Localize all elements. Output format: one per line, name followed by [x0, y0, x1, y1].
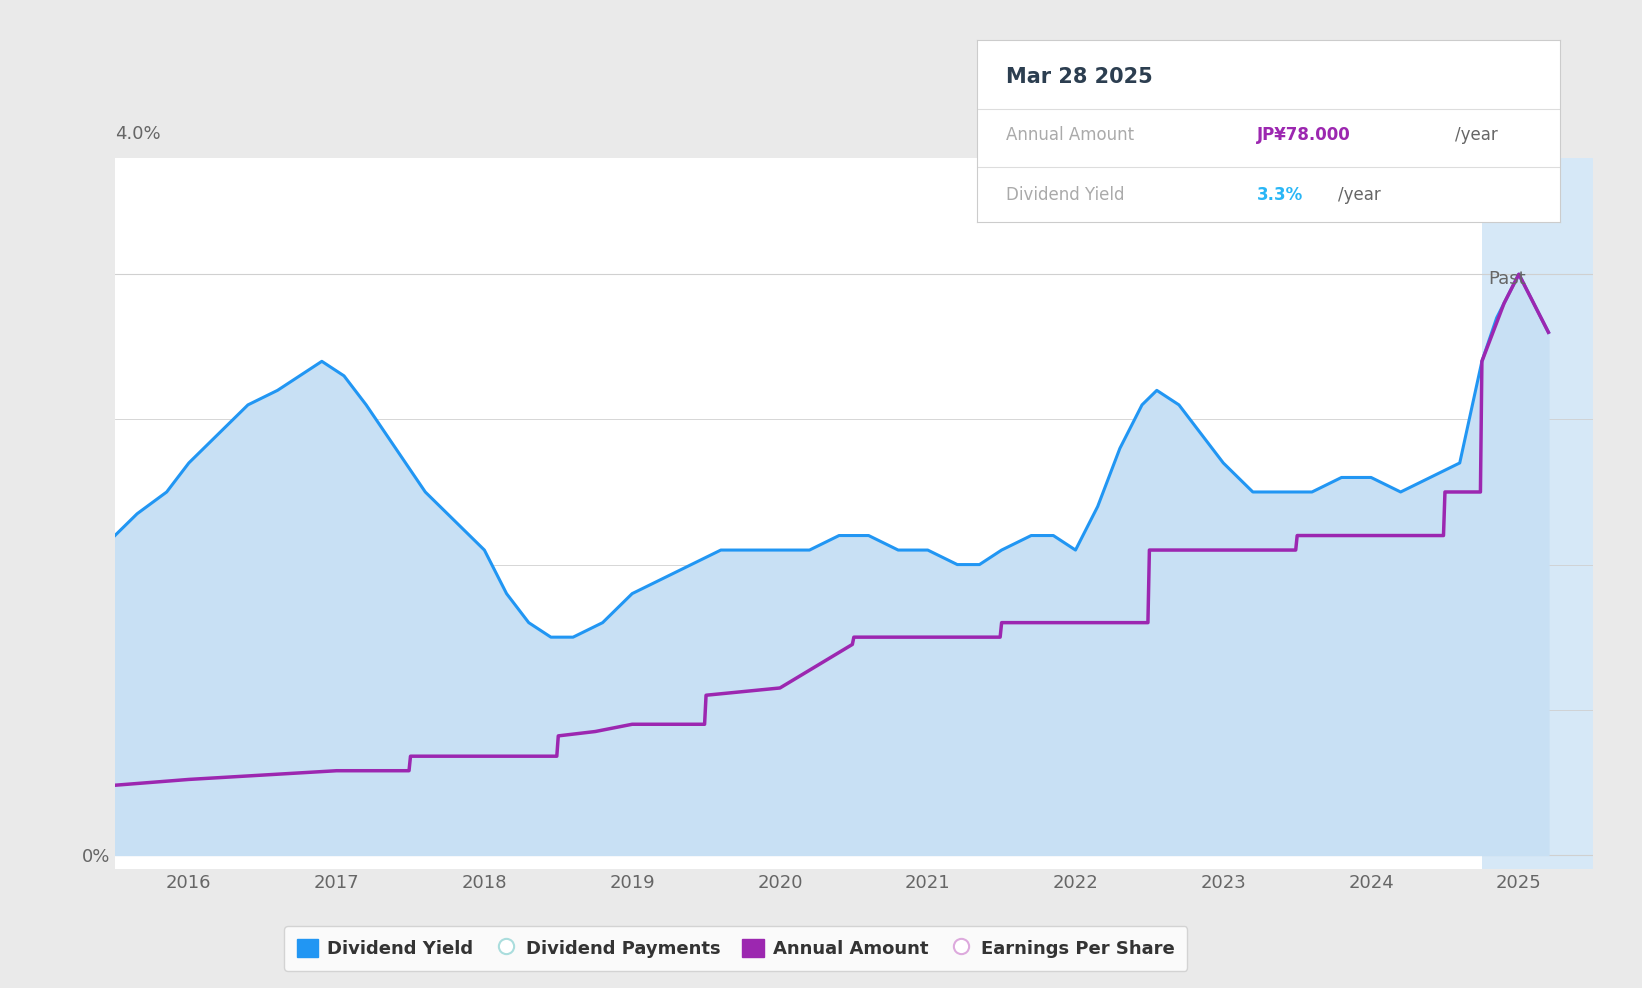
Text: Mar 28 2025: Mar 28 2025 — [1007, 67, 1153, 87]
Text: Annual Amount: Annual Amount — [1007, 125, 1135, 143]
Text: /year: /year — [1455, 125, 1498, 143]
Text: Dividend Yield: Dividend Yield — [1007, 186, 1125, 204]
Text: 3.3%: 3.3% — [1256, 186, 1304, 204]
Legend: Dividend Yield, Dividend Payments, Annual Amount, Earnings Per Share: Dividend Yield, Dividend Payments, Annua… — [284, 926, 1187, 970]
Text: JP¥78.000: JP¥78.000 — [1256, 125, 1350, 143]
Bar — [1483, 158, 1593, 869]
Text: /year: /year — [1338, 186, 1381, 204]
Text: Past: Past — [1488, 270, 1525, 288]
Text: 4.0%: 4.0% — [115, 125, 161, 143]
